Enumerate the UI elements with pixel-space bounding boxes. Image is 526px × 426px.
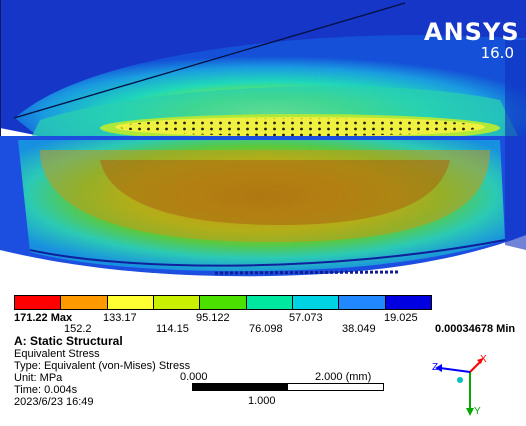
x-axis-line [469,361,481,373]
legend-color-band [61,296,108,309]
legend-color-band [246,296,293,309]
x-arrow-icon [477,358,483,364]
legend-color-band [15,296,62,309]
scale-bar-mid-label: 1.000 [248,395,276,407]
z-axis-label: Z [432,362,438,373]
legend-min-label: 0.00034678 Min [435,323,516,335]
color-legend [14,295,432,310]
axis-triad[interactable]: X Y Z [426,352,496,418]
legend-tick-label: 133.17 [103,312,137,324]
z-axis-line [439,367,471,373]
analysis-title: A: Static Structural [14,334,123,348]
x-axis-label: X [480,354,487,365]
legend-tick-label: 152.2 [64,323,92,335]
legend-tick-label: 76.098 [249,323,283,335]
scale-bar-white-segment [288,384,383,390]
brand-version: 16.0 [480,44,514,62]
legend-tick-label: 95.122 [196,312,230,324]
result-time: Time: 0.004s [14,384,78,396]
scale-bar-left-label: 0.000 [180,371,208,383]
y-axis-label: Y [474,406,481,417]
lower-body [0,136,526,277]
legend-color-band [107,296,154,309]
brand-name: ANSYS [424,18,520,46]
legend-max-label: 171.22 Max [14,312,73,324]
triad-origin-icon [457,377,463,383]
scale-bar [192,383,384,391]
z-arrow-icon [435,364,442,372]
scale-bar-black-segment [193,384,288,390]
result-name: Equivalent Stress [14,348,100,360]
legend-color-band [200,296,247,309]
upper-body [0,0,526,142]
ansys-logo: ANSYS 16.0 [424,18,520,62]
y-arrow-icon [466,408,474,416]
legend-tick-label: 19.025 [384,312,418,324]
result-type: Type: Equivalent (von-Mises) Stress [14,360,191,372]
legend-color-band [292,296,340,309]
legend-color-band [385,296,431,309]
legend-color-band [339,296,386,309]
legend-tick-label: 57.073 [289,312,323,324]
scale-bar-right-label: 2.000 (mm) [315,371,372,383]
result-unit: Unit: MPa [14,372,63,384]
legend-color-band [153,296,201,309]
legend-tick-label: 114.15 [156,323,189,335]
result-date: 2023/6/23 16:49 [14,396,94,408]
legend-tick-label: 38.049 [342,323,376,335]
